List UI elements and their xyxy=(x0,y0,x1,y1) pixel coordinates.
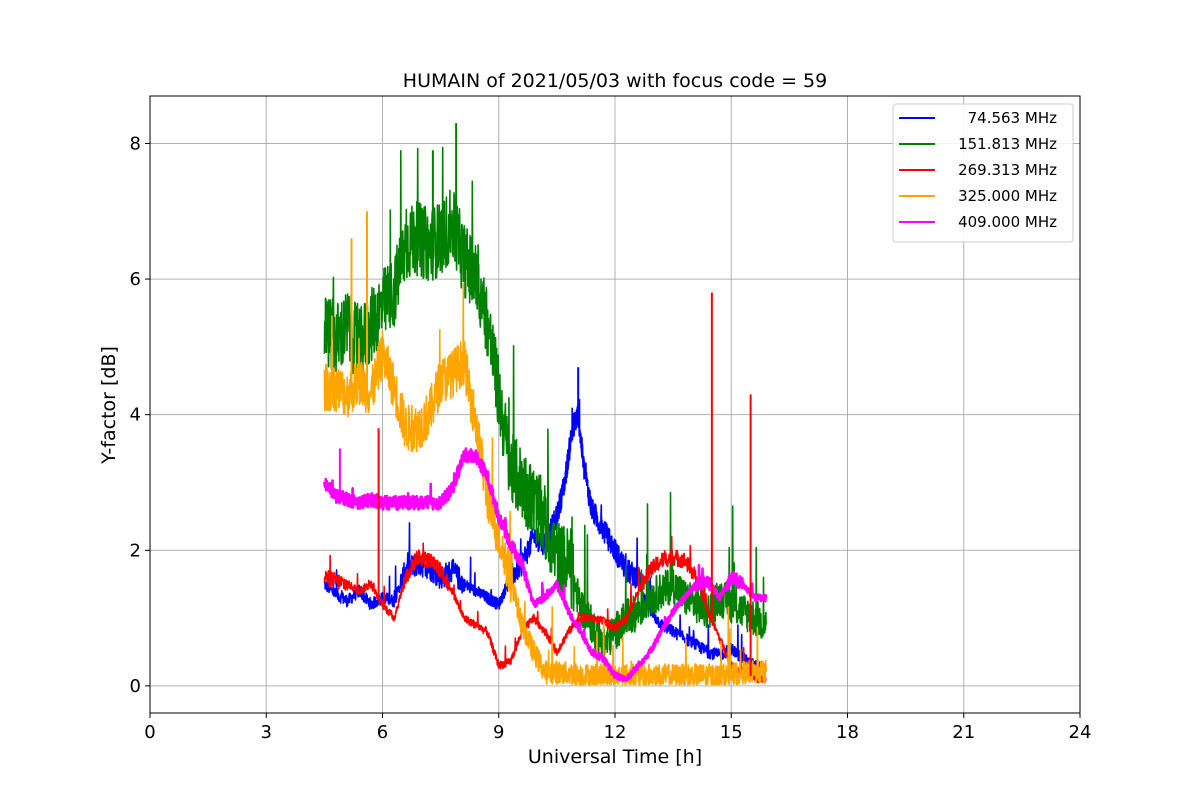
x-tick-label: 21 xyxy=(952,722,975,743)
series-layer xyxy=(323,123,768,686)
x-tick-label: 0 xyxy=(144,722,155,743)
legend-box xyxy=(892,103,1074,243)
x-tick-label: 3 xyxy=(261,722,272,743)
y-axis-label: Y-factor [dB] xyxy=(98,346,120,465)
y-tick-label: 8 xyxy=(130,133,141,154)
legend: 74.563 MHz 151.813 MHz 269.313 MHz 325.000 … xyxy=(892,103,1074,243)
y-tick-label: 2 xyxy=(130,540,141,561)
x-tick-label: 6 xyxy=(377,722,388,743)
series-line xyxy=(323,447,768,683)
x-tick-label: 12 xyxy=(604,722,627,743)
x-tick-label: 9 xyxy=(493,722,504,743)
chart-title: HUMAIN of 2021/05/03 with focus code = 5… xyxy=(403,70,827,92)
x-tick-label: 18 xyxy=(836,722,859,743)
legend-label: 151.813 MHz xyxy=(958,135,1057,153)
legend-label: 269.313 MHz xyxy=(958,161,1057,179)
y-tick-label: 6 xyxy=(130,269,141,290)
series-line xyxy=(323,535,767,684)
x-axis-label: Universal Time [h] xyxy=(528,746,702,768)
x-tick-label: 24 xyxy=(1069,722,1092,743)
y-tick-label: 0 xyxy=(130,676,141,697)
legend-label: 74.563 MHz xyxy=(968,109,1057,127)
series-line xyxy=(323,146,767,663)
x-tick-label: 15 xyxy=(720,722,743,743)
y-tick-label: 4 xyxy=(130,405,141,426)
series-line xyxy=(323,282,767,686)
legend-label: 325.000 MHz xyxy=(958,187,1057,205)
legend-label: 409.000 MHz xyxy=(958,213,1057,231)
